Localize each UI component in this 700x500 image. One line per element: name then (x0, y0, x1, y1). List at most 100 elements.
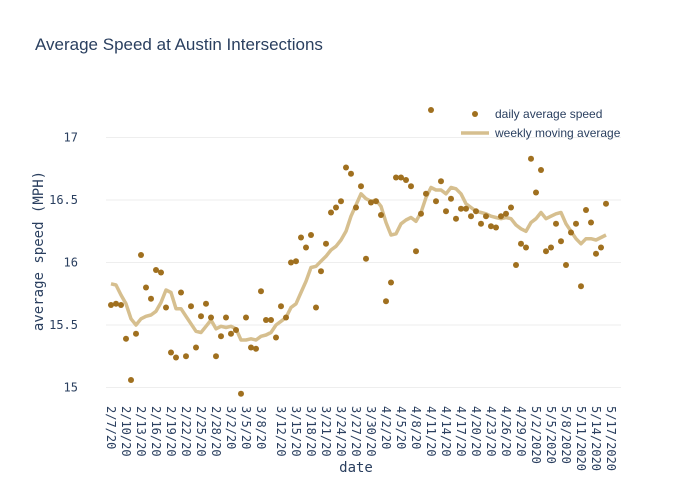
daily-speed-point (583, 207, 589, 213)
y-tick-label: 17 (64, 131, 78, 145)
daily-speed-point (248, 344, 254, 351)
daily-speed-point (303, 244, 309, 251)
daily-speed-point (283, 314, 289, 321)
daily-speed-point (348, 170, 354, 177)
x-tick-label: 5/2/2020 (529, 406, 543, 464)
x-tick-label: 5/17/2020 (604, 406, 618, 471)
daily-speed-point (403, 177, 409, 183)
daily-speed-point (328, 209, 334, 216)
daily-speed-point (288, 259, 294, 266)
daily-speed-point (123, 335, 129, 342)
x-tick-label: 4/11/20 (424, 406, 438, 457)
daily-speed-point (343, 164, 349, 171)
daily-speed-point (453, 215, 459, 222)
daily-speed-point (488, 223, 494, 230)
x-tick-label: 3/5/20 (239, 406, 253, 449)
daily-speed-point (388, 279, 394, 286)
daily-speed-point (458, 205, 464, 212)
daily-speed-point (278, 303, 284, 310)
legend-label-moving-average: weekly moving average (494, 126, 621, 140)
daily-speed-point (423, 190, 429, 197)
daily-speed-point (193, 344, 199, 351)
x-tick-label: 4/20/20 (469, 406, 483, 457)
daily-speed-point (133, 330, 139, 337)
daily-speed-point (548, 244, 554, 251)
daily-speed-point (273, 334, 279, 341)
daily-speed-point (153, 267, 159, 273)
daily-speed-point (588, 219, 594, 226)
daily-speed-point (473, 208, 479, 215)
daily-speed-point (383, 298, 389, 305)
daily-speed-point (353, 204, 359, 211)
daily-speed-point (528, 155, 534, 162)
daily-speed-point (393, 174, 399, 181)
daily-speed-point (433, 198, 439, 205)
x-tick-label: 4/14/20 (439, 406, 453, 457)
daily-speed-point (378, 212, 384, 218)
daily-speed-point (228, 330, 234, 337)
daily-speed-point (338, 198, 344, 205)
daily-speed-point (253, 345, 259, 352)
daily-speed-point (408, 183, 414, 190)
daily-speed-point (318, 268, 324, 275)
daily-speed-point (168, 349, 174, 356)
daily-speed-point (268, 317, 274, 323)
daily-speed-point (413, 248, 419, 255)
daily-speed-point (148, 295, 154, 302)
x-tick-label: 4/5/20 (394, 406, 408, 449)
chart-title: Average Speed at Austin Intersections (35, 35, 323, 54)
x-axis-title: date (339, 460, 373, 476)
x-axis-ticks: 2/7/20 2/10/20 2/13/20 2/16/20 2/19/20 2/22/2… (104, 406, 618, 471)
daily-speed-point (558, 238, 564, 245)
daily-speed-point (518, 240, 524, 247)
daily-speed-point (603, 200, 609, 207)
daily-speed-point (398, 174, 404, 181)
x-tick-label: 3/15/20 (289, 406, 303, 457)
daily-speed-point (563, 262, 569, 268)
y-axis-ticks: 15 15.5 16 16.5 17 (49, 131, 78, 395)
daily-speed-point (238, 390, 244, 397)
daily-speed-point (178, 289, 184, 296)
daily-speed-point (463, 205, 469, 212)
daily-speed-point (218, 333, 224, 340)
daily-speed-point (113, 300, 119, 307)
daily-speed-point (363, 255, 369, 262)
x-tick-label: 2/13/20 (134, 406, 148, 457)
daily-speed-point (508, 204, 514, 211)
daily-speed-point (128, 377, 134, 383)
daily-speed-point (418, 210, 424, 217)
moving-average-series (110, 185, 607, 342)
daily-speed-point (108, 302, 114, 308)
daily-speed-point (263, 317, 269, 323)
x-tick-label: 3/21/20 (319, 406, 333, 457)
daily-speed-point (493, 224, 499, 231)
daily-speed-point (578, 283, 584, 290)
x-tick-label: 3/24/20 (334, 406, 348, 457)
daily-speed-point (513, 262, 519, 268)
daily-speed-point (298, 234, 304, 241)
x-tick-label: 3/12/20 (274, 406, 288, 457)
daily-speed-point (188, 303, 194, 310)
daily-speed-point (198, 313, 204, 320)
daily-speed-point (208, 314, 214, 321)
daily-speed-point (483, 213, 489, 220)
y-axis-title: average speed (MPH) (31, 171, 47, 331)
daily-speed-point (438, 178, 444, 185)
daily-speed-point (448, 195, 454, 202)
daily-speed-point (313, 304, 319, 311)
x-tick-label: 4/23/20 (484, 406, 498, 457)
x-tick-label: 5/11/2020 (574, 406, 588, 471)
daily-speed-point (358, 183, 364, 190)
x-tick-label: 3/2/20 (224, 406, 238, 449)
x-tick-label: 5/8/2020 (559, 406, 573, 464)
x-tick-label: 2/10/20 (119, 406, 133, 457)
x-tick-label: 2/16/20 (149, 406, 163, 457)
daily-speed-point (373, 198, 379, 205)
daily-speed-point (553, 220, 559, 227)
x-tick-label: 2/25/20 (194, 406, 208, 457)
daily-speed-point (233, 327, 239, 333)
daily-speed-point (503, 210, 509, 217)
daily-speed-point (258, 288, 264, 295)
daily-speed-point (573, 220, 579, 227)
